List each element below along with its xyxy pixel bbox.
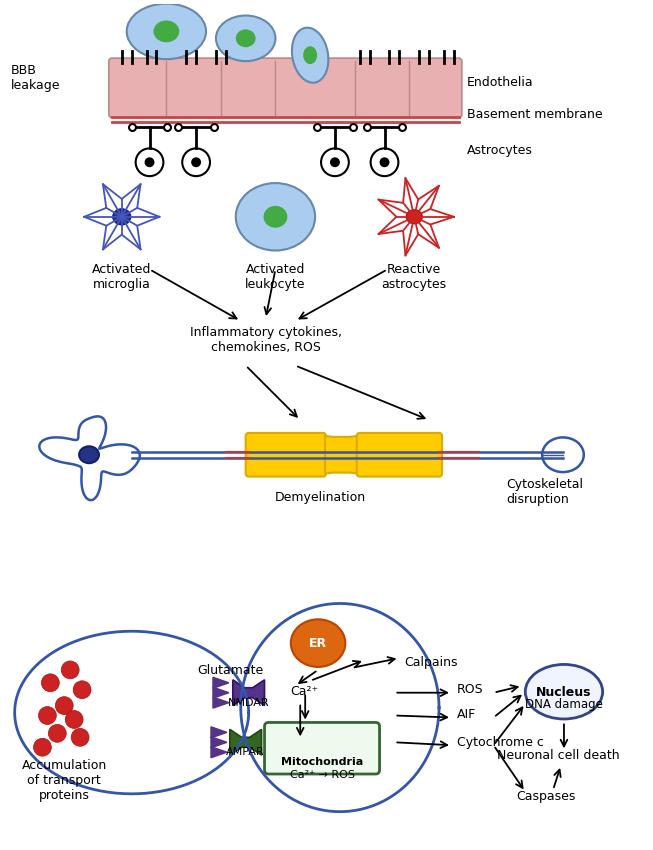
Ellipse shape (292, 28, 328, 82)
Circle shape (321, 149, 349, 176)
Ellipse shape (525, 665, 603, 719)
Polygon shape (213, 697, 229, 708)
Text: Activated
microglia: Activated microglia (92, 264, 151, 292)
Text: Accumulation
of transport
proteins: Accumulation of transport proteins (22, 759, 107, 802)
Text: Cytoskeletal
disruption: Cytoskeletal disruption (507, 478, 584, 506)
Polygon shape (230, 729, 262, 755)
Text: NMDAR: NMDAR (228, 698, 270, 708)
Circle shape (182, 149, 210, 176)
Text: Endothelia: Endothelia (467, 76, 534, 89)
Text: ER: ER (309, 637, 327, 649)
Circle shape (61, 661, 79, 679)
FancyBboxPatch shape (357, 433, 442, 477)
Circle shape (379, 157, 389, 167)
Circle shape (371, 149, 398, 176)
Ellipse shape (303, 46, 317, 64)
Circle shape (330, 157, 340, 167)
Circle shape (144, 157, 155, 167)
Polygon shape (211, 727, 227, 738)
Polygon shape (233, 680, 264, 705)
Circle shape (71, 728, 89, 746)
Ellipse shape (236, 30, 255, 48)
Text: Calpains: Calpains (404, 656, 458, 669)
Text: Inflammatory cytokines,
chemokines, ROS: Inflammatory cytokines, chemokines, ROS (189, 326, 342, 354)
Circle shape (136, 149, 163, 176)
Text: Ca²⁺ → ROS: Ca²⁺ → ROS (289, 770, 355, 780)
Polygon shape (213, 687, 229, 698)
Circle shape (33, 739, 52, 756)
Ellipse shape (236, 183, 315, 251)
Ellipse shape (406, 210, 422, 224)
Polygon shape (211, 746, 227, 757)
Ellipse shape (127, 3, 206, 60)
Text: DNA damage: DNA damage (525, 698, 603, 711)
Circle shape (191, 157, 201, 167)
Text: Activated
leukocyte: Activated leukocyte (245, 264, 306, 292)
Text: Demyelination: Demyelination (274, 491, 366, 504)
Text: Neuronal cell death: Neuronal cell death (497, 749, 619, 762)
Text: Reactive
astrocytes: Reactive astrocytes (382, 264, 447, 292)
Text: Nucleus: Nucleus (536, 686, 592, 699)
Text: Ca²⁺: Ca²⁺ (291, 685, 319, 698)
Circle shape (48, 724, 66, 742)
Text: Cytochrome c: Cytochrome c (457, 736, 544, 749)
Ellipse shape (216, 15, 276, 61)
Text: BBB
leakage: BBB leakage (10, 64, 60, 92)
FancyBboxPatch shape (246, 433, 326, 477)
Ellipse shape (153, 20, 180, 42)
Text: AIF: AIF (457, 708, 476, 721)
FancyBboxPatch shape (109, 58, 462, 117)
Text: Basement membrane: Basement membrane (467, 108, 603, 122)
Circle shape (65, 711, 83, 728)
Text: Caspases: Caspases (517, 790, 576, 803)
Text: Glutamate: Glutamate (198, 664, 264, 677)
Text: ROS: ROS (457, 683, 483, 696)
Text: Astrocytes: Astrocytes (467, 144, 533, 157)
Text: Mitochondria: Mitochondria (281, 757, 363, 768)
Ellipse shape (264, 206, 287, 228)
Polygon shape (325, 436, 358, 473)
Circle shape (39, 706, 56, 724)
Ellipse shape (113, 209, 131, 224)
Ellipse shape (291, 620, 345, 667)
Ellipse shape (79, 446, 99, 463)
Polygon shape (211, 737, 227, 748)
Circle shape (41, 674, 59, 692)
FancyBboxPatch shape (264, 722, 379, 774)
Circle shape (56, 697, 73, 715)
Text: AMPAR: AMPAR (227, 747, 265, 757)
Polygon shape (213, 677, 229, 688)
Circle shape (73, 681, 91, 699)
